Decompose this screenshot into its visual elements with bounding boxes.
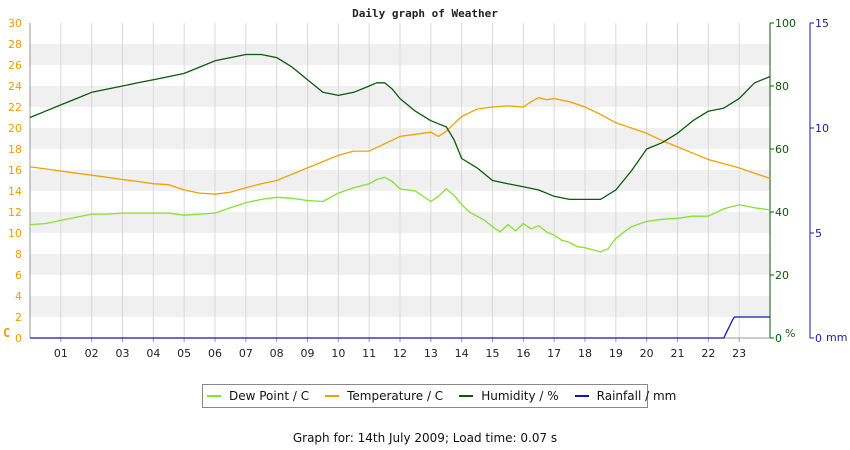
hour-tick-label: 08: [270, 347, 284, 360]
hour-tick-label: 03: [116, 347, 130, 360]
humidity-tick-label: 20: [775, 269, 789, 282]
legend-item-humidity: Humidity / %: [459, 389, 559, 403]
temperature-tick-label: 12: [8, 206, 22, 219]
legend-swatch-dew-point: [207, 395, 221, 397]
legend-label-rainfall: Rainfall / mm: [596, 389, 677, 403]
legend-item-dew-point: Dew Point / C: [207, 389, 309, 403]
temperature-tick-label: 4: [15, 290, 22, 303]
legend-item-temperature: Temperature / C: [325, 389, 443, 403]
hour-tick-label: 19: [609, 347, 623, 360]
rainfall-axis-ticks: 0 5 10 15: [810, 17, 829, 345]
humidity-tick-label: 40: [775, 206, 789, 219]
weather-chart: Daily graph of Weather 02468101214161820…: [3, 7, 847, 360]
legend-label-temperature: Temperature / C: [347, 389, 444, 403]
hour-tick-label: 01: [54, 347, 68, 360]
hour-tick-label: 02: [85, 347, 99, 360]
rainfall-tick-label: 5: [815, 227, 822, 240]
temperature-tick-label: 30: [8, 17, 22, 30]
temperature-tick-label: 22: [8, 101, 22, 114]
rainfall-tick-label: 10: [815, 122, 829, 135]
legend-label-dew-point: Dew Point / C: [229, 389, 310, 403]
hour-tick-label: 18: [578, 347, 592, 360]
graph-footer: Graph for: 14th July 2009; Load time: 0.…: [292, 431, 558, 445]
legend-label-humidity: Humidity / %: [481, 389, 559, 403]
humidity-axis-unit: %: [785, 327, 795, 340]
rainfall-tick-label: 0: [815, 332, 822, 345]
temperature-line: [29, 96, 771, 195]
hour-tick-label: 09: [301, 347, 315, 360]
temperature-tick-label: 18: [8, 143, 22, 156]
temperature-tick-label: 2: [15, 311, 22, 324]
hour-tick-label: 17: [547, 347, 561, 360]
hour-tick-label: 07: [239, 347, 253, 360]
temperature-tick-label: 24: [8, 80, 22, 93]
legend-item-rainfall: Rainfall / mm: [574, 389, 677, 403]
hour-tick-label: 15: [486, 347, 500, 360]
hour-tick-label: 05: [177, 347, 191, 360]
temperature-tick-label: 26: [8, 59, 22, 72]
chart-legend: Dew Point / C Temperature / C Humidity /…: [202, 384, 676, 408]
hour-tick-label: 14: [455, 347, 469, 360]
hour-tick-label: 16: [516, 347, 530, 360]
rainfall-line: [30, 316, 770, 339]
hour-tick-label: 04: [146, 347, 160, 360]
humidity-line: [29, 53, 771, 201]
dew-point-line: [29, 176, 771, 253]
temperature-tick-label: 8: [15, 248, 22, 261]
hour-tick-label: 21: [671, 347, 685, 360]
temperature-tick-label: 10: [8, 227, 22, 240]
temperature-tick-label: 6: [15, 269, 22, 282]
hour-axis-ticks: 01 02 03 04 05 06 07 08 09 10 11 12 13 14 15 16 17 18 19 20…: [54, 338, 746, 360]
chart-title: Daily graph of Weather: [352, 7, 498, 20]
rainfall-axis-unit: mm: [826, 331, 847, 344]
temperature-tick-label: 20: [8, 122, 22, 135]
temperature-tick-label: 28: [8, 38, 22, 51]
humidity-tick-label: 60: [775, 143, 789, 156]
humidity-tick-label: 80: [775, 80, 789, 93]
temperature-tick-label: 0: [15, 332, 22, 345]
hour-tick-label: 23: [732, 347, 746, 360]
humidity-tick-label: 100: [775, 17, 796, 30]
humidity-axis-ticks: 0 20 40 60 80 100: [770, 17, 796, 345]
hour-tick-label: 10: [331, 347, 345, 360]
legend-swatch-temperature: [325, 395, 340, 397]
temperature-tick-label: 16: [8, 164, 22, 177]
hour-tick-label: 06: [208, 347, 222, 360]
vertical-gridlines: [60, 23, 740, 338]
hour-tick-label: 22: [701, 347, 715, 360]
chart-series: [29, 53, 771, 339]
legend-swatch-humidity: [459, 395, 474, 397]
hour-tick-label: 12: [393, 347, 407, 360]
legend-swatch-rainfall: [574, 395, 589, 397]
rainfall-tick-label: 15: [815, 17, 829, 30]
hour-tick-label: 11: [362, 347, 376, 360]
temperature-tick-label: 14: [8, 185, 22, 198]
humidity-tick-label: 0: [775, 332, 782, 345]
hour-tick-label: 13: [424, 347, 438, 360]
hour-tick-label: 20: [640, 347, 654, 360]
temperature-axis-unit: C: [3, 326, 10, 340]
